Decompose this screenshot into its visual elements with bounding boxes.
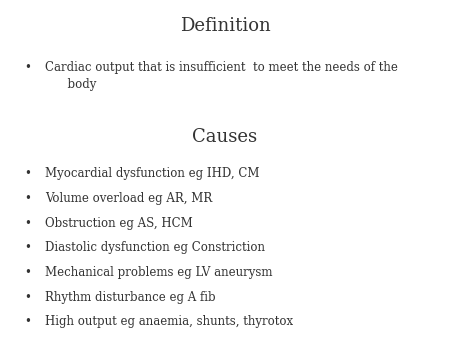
Text: Diastolic dysfunction eg Constriction: Diastolic dysfunction eg Constriction [45, 241, 265, 254]
Text: •: • [25, 167, 32, 180]
Text: •: • [25, 192, 32, 205]
Text: Obstruction eg AS, HCM: Obstruction eg AS, HCM [45, 217, 193, 230]
Text: Mechanical problems eg LV aneurysm: Mechanical problems eg LV aneurysm [45, 266, 273, 279]
Text: •: • [25, 241, 32, 254]
Text: Definition: Definition [180, 17, 270, 35]
Text: Cardiac output that is insufficient  to meet the needs of the
      body: Cardiac output that is insufficient to m… [45, 61, 398, 91]
Text: Causes: Causes [193, 128, 257, 146]
Text: •: • [25, 315, 32, 328]
Text: Volume overload eg AR, MR: Volume overload eg AR, MR [45, 192, 212, 205]
Text: •: • [25, 266, 32, 279]
Text: Rhythm disturbance eg A fib: Rhythm disturbance eg A fib [45, 291, 216, 304]
Text: Myocardial dysfunction eg IHD, CM: Myocardial dysfunction eg IHD, CM [45, 167, 260, 180]
Text: •: • [25, 291, 32, 304]
Text: High output eg anaemia, shunts, thyrotox: High output eg anaemia, shunts, thyrotox [45, 315, 293, 328]
Text: •: • [25, 217, 32, 230]
Text: •: • [25, 61, 32, 74]
